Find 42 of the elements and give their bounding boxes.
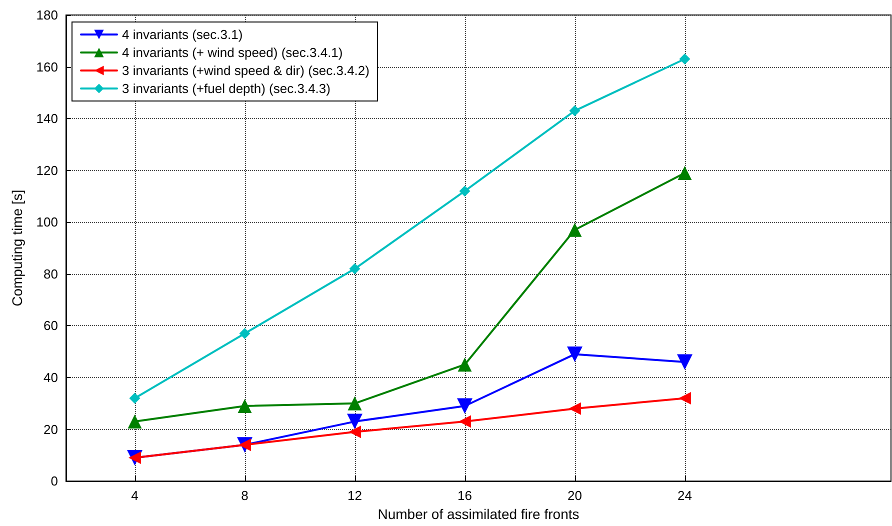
point (458, 415, 471, 428)
y-tick-label: 80 (44, 266, 58, 282)
x-tick-label: 4 (131, 488, 138, 504)
x-tick-label: 8 (241, 488, 248, 504)
point (679, 54, 690, 65)
x-tick-label: 16 (458, 488, 472, 504)
point (348, 426, 361, 438)
point (678, 166, 692, 180)
point (678, 392, 691, 404)
legend-label: 3 invariants (+fuel depth) (sec.3.4.3) (122, 81, 330, 96)
point (128, 414, 142, 429)
point (239, 328, 250, 339)
point (238, 399, 252, 414)
y-tick-label: 160 (36, 59, 58, 74)
y-axis-title: Computing time [s] (9, 190, 25, 306)
point (567, 346, 582, 362)
x-tick-label: 20 (568, 488, 582, 504)
y-tick-label: 120 (36, 162, 58, 178)
legend-label: 4 invariants (sec.3.1) (122, 27, 243, 42)
point (568, 402, 581, 415)
point (568, 222, 582, 237)
x-axis-title: Number of assimilated fire fronts (378, 506, 580, 522)
y-tick-label: 100 (36, 214, 58, 230)
point (677, 354, 692, 370)
x-tick-label: 12 (348, 488, 362, 504)
point (458, 358, 472, 372)
legend-label: 4 invariants (+ wind speed) (sec.3.4.1) (122, 45, 343, 60)
point (347, 414, 362, 430)
point (349, 263, 360, 274)
y-tick-label: 0 (50, 474, 58, 489)
point (459, 186, 470, 197)
point (569, 105, 580, 116)
point (129, 392, 140, 404)
point (457, 398, 472, 414)
point (348, 396, 362, 410)
y-tick-label: 40 (44, 370, 58, 386)
legend-label: 3 invariants (+wind speed & dir) (sec.3.4.2) (122, 63, 370, 78)
y-tick-label: 60 (44, 318, 58, 334)
y-tick-label: 180 (36, 8, 58, 22)
y-tick-label: 140 (36, 111, 58, 126)
x-tick-label: 24 (678, 488, 692, 504)
y-tick-label: 20 (44, 422, 58, 437)
